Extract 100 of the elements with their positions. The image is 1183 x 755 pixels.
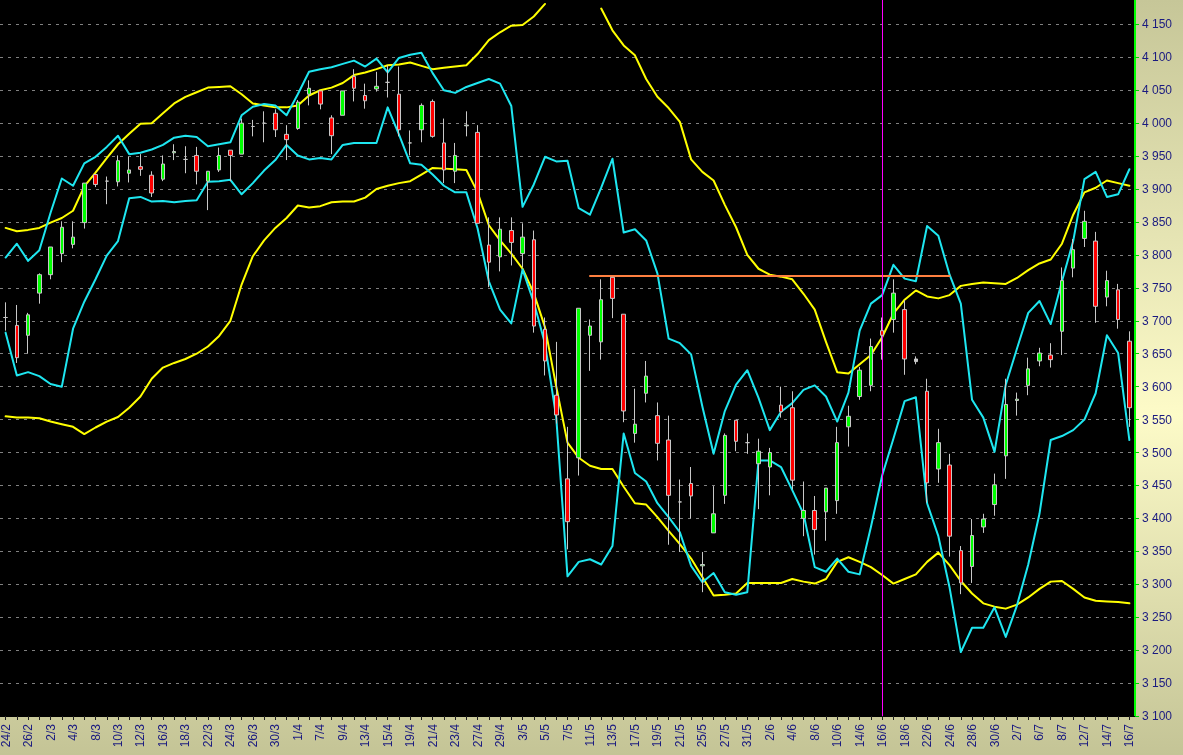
candlestick bbox=[37, 272, 42, 305]
candlestick bbox=[756, 438, 761, 510]
candlestick bbox=[902, 299, 907, 376]
candlestick bbox=[374, 71, 379, 93]
x-tick-label: 8/3 bbox=[88, 723, 103, 741]
candlestick bbox=[93, 174, 98, 188]
x-tick-label: 10/3 bbox=[111, 723, 125, 748]
candlestick bbox=[1004, 378, 1008, 480]
y-tick-label: 3 700 bbox=[1142, 313, 1173, 328]
x-tick-label: 24/6 bbox=[942, 723, 957, 748]
candlestick bbox=[565, 426, 570, 550]
y-tick-label: 3 850 bbox=[1142, 214, 1173, 229]
candlestick bbox=[734, 419, 738, 452]
candlestick bbox=[543, 316, 547, 376]
candlestick bbox=[925, 378, 929, 504]
candlestick bbox=[520, 222, 525, 268]
candlestick bbox=[689, 466, 693, 519]
y-tick-label: 3 600 bbox=[1142, 379, 1173, 394]
x-tick-label: 2/7 bbox=[1010, 723, 1025, 741]
y-tick-label: 3 900 bbox=[1142, 182, 1173, 197]
candlestick bbox=[633, 388, 637, 444]
candlestick bbox=[82, 182, 87, 230]
x-tick-label: 22/3 bbox=[200, 723, 215, 748]
candlestick bbox=[273, 108, 278, 138]
candlestick bbox=[183, 145, 188, 174]
candlestick bbox=[621, 313, 626, 423]
candlestick bbox=[251, 119, 255, 137]
candlestick bbox=[1071, 238, 1075, 278]
x-tick-label: 6/7 bbox=[1032, 723, 1047, 741]
candlestick bbox=[880, 316, 884, 361]
candlestick bbox=[1093, 231, 1098, 324]
x-tick-label: 27/5 bbox=[717, 723, 732, 748]
x-tick-label: 18/3 bbox=[178, 723, 193, 748]
x-tick-label: 23/4 bbox=[448, 723, 463, 748]
candlestick bbox=[284, 124, 289, 161]
candlestick bbox=[1015, 392, 1019, 417]
x-tick-label: 11/5 bbox=[582, 723, 597, 747]
x-tick-label: 30/3 bbox=[268, 723, 283, 748]
x-tick-label: 18/6 bbox=[897, 723, 912, 748]
y-tick-label: 3 300 bbox=[1142, 577, 1173, 592]
x-tick-label: 15/4 bbox=[380, 723, 395, 748]
candlestick bbox=[475, 124, 480, 224]
line-series bbox=[4, 106, 1131, 654]
x-tick-label: 19/4 bbox=[403, 723, 418, 748]
candlestick bbox=[352, 68, 356, 102]
y-tick-label: 3 500 bbox=[1142, 445, 1173, 460]
candlestick bbox=[161, 154, 165, 182]
candlestick bbox=[194, 146, 199, 185]
candlestick bbox=[3, 301, 8, 332]
candlestick bbox=[599, 278, 603, 361]
candlestick bbox=[487, 216, 491, 288]
x-tick-label: 30/6 bbox=[987, 723, 1002, 748]
candlestick bbox=[509, 216, 514, 266]
x-tick-label: 29/4 bbox=[493, 723, 508, 748]
candlestick bbox=[846, 405, 851, 448]
candlestick bbox=[329, 114, 334, 155]
candlestick bbox=[397, 66, 401, 137]
candlestick bbox=[532, 230, 536, 334]
y-tick-label: 4 100 bbox=[1142, 50, 1173, 65]
x-tick-label: 17/5 bbox=[627, 723, 642, 748]
y-tick-label: 3 800 bbox=[1142, 247, 1173, 262]
candlestick bbox=[981, 513, 986, 534]
candlestick bbox=[172, 143, 176, 161]
candlestick bbox=[779, 386, 783, 419]
candlestick bbox=[464, 110, 469, 137]
candlestick bbox=[1060, 266, 1064, 356]
y-tick-label: 3 400 bbox=[1142, 511, 1173, 526]
candlestick bbox=[419, 102, 424, 143]
candlestick bbox=[936, 428, 941, 484]
candlestick bbox=[318, 90, 323, 110]
x-tick-label: 1/4 bbox=[290, 723, 305, 741]
x-tick-label: 28/6 bbox=[965, 723, 980, 748]
candlestick bbox=[959, 545, 963, 595]
x-tick-label: 26/3 bbox=[245, 723, 260, 748]
x-tick-label: 7/5 bbox=[560, 723, 575, 741]
candlestick bbox=[857, 366, 862, 401]
x-tick-label: 4/3 bbox=[66, 723, 81, 741]
candlestick bbox=[790, 390, 795, 490]
x-tick-label: 16/6 bbox=[875, 723, 890, 748]
candlestick bbox=[127, 156, 131, 183]
candlestick bbox=[228, 149, 233, 182]
candlestick bbox=[105, 176, 109, 205]
x-tick-label: 21/5 bbox=[672, 723, 687, 748]
y-tick-label: 3 550 bbox=[1142, 412, 1173, 427]
x-tick-label: 13/4 bbox=[358, 723, 373, 748]
x-tick-label: 19/5 bbox=[650, 723, 665, 748]
x-tick-label: 10/6 bbox=[830, 723, 845, 748]
candlestick bbox=[576, 307, 581, 477]
candlestick bbox=[835, 426, 839, 515]
x-tick-label: 16/7 bbox=[1122, 723, 1137, 748]
candlestick bbox=[408, 129, 412, 156]
x-tick-label: 8/6 bbox=[807, 723, 822, 741]
line-series bbox=[4, 51, 1131, 455]
candlestick bbox=[970, 518, 974, 584]
candlestick bbox=[340, 90, 345, 116]
x-tick-label: 14/6 bbox=[852, 723, 867, 748]
candlestick bbox=[992, 473, 997, 517]
x-tick-label: 5/5 bbox=[538, 723, 553, 741]
x-tick-label: 24/2 bbox=[0, 723, 13, 748]
candlestick bbox=[26, 312, 30, 355]
